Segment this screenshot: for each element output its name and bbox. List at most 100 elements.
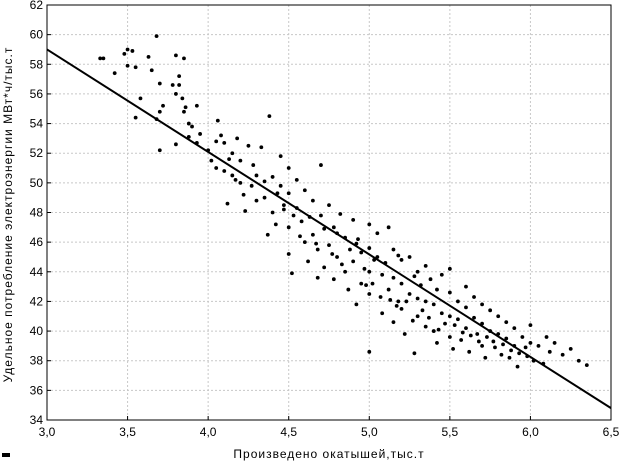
data-point xyxy=(177,83,182,87)
x-tick-label: 4,0 xyxy=(200,425,217,439)
data-point xyxy=(281,203,286,207)
data-point xyxy=(359,281,364,286)
data-point xyxy=(215,118,220,123)
grid xyxy=(47,5,611,420)
data-point xyxy=(459,338,464,342)
data-point xyxy=(319,163,323,167)
data-point xyxy=(294,177,299,182)
data-point xyxy=(452,323,457,328)
data-point xyxy=(351,259,356,264)
data-point xyxy=(157,81,162,86)
data-point xyxy=(174,92,178,96)
data-point xyxy=(122,52,127,56)
data-point xyxy=(391,275,396,280)
data-point xyxy=(509,348,513,353)
data-point xyxy=(560,352,565,357)
data-point xyxy=(439,311,444,316)
x-tick-label: 5,5 xyxy=(442,425,459,439)
data-point xyxy=(523,345,528,350)
y-tick-label: 34 xyxy=(30,413,44,427)
y-tick-label: 62 xyxy=(30,0,44,12)
data-point xyxy=(399,258,404,262)
data-point xyxy=(174,142,178,147)
data-point xyxy=(327,203,331,207)
y-axis-title: Удельное потребление электроэнергии МВт*… xyxy=(1,47,15,383)
data-point xyxy=(322,226,327,231)
data-point xyxy=(496,314,501,319)
data-point xyxy=(290,271,294,276)
data-point xyxy=(310,198,315,203)
data-point xyxy=(475,332,480,336)
data-point xyxy=(431,302,436,307)
data-point xyxy=(243,209,248,213)
data-point xyxy=(322,265,327,270)
data-point xyxy=(298,234,302,239)
data-point xyxy=(367,246,372,250)
x-tick-label: 3,0 xyxy=(39,425,56,439)
data-point xyxy=(520,335,525,339)
data-point xyxy=(447,266,452,271)
y-tick-label: 44 xyxy=(30,265,44,279)
data-point xyxy=(265,232,270,237)
data-point xyxy=(299,219,304,224)
data-point xyxy=(315,275,320,280)
y-axis-ticks: 34 36 38 40 42 44 46 48 50 52 54 56 58 60 62 xyxy=(30,0,51,427)
data-point xyxy=(227,157,231,162)
data-point xyxy=(278,183,283,188)
data-point xyxy=(194,103,199,108)
data-point xyxy=(170,83,175,87)
data-point xyxy=(576,358,581,363)
y-tick-label: 56 xyxy=(30,87,44,101)
y-tick-label: 60 xyxy=(30,28,44,42)
data-point xyxy=(98,56,103,61)
data-point xyxy=(367,349,372,354)
data-points xyxy=(98,34,589,369)
data-point xyxy=(319,213,323,218)
data-point xyxy=(552,341,557,345)
data-point xyxy=(507,355,512,360)
data-point xyxy=(330,252,335,256)
y-tick-label: 52 xyxy=(30,146,44,160)
data-point xyxy=(133,65,138,70)
data-point xyxy=(273,222,278,227)
data-point xyxy=(359,250,364,255)
data-point xyxy=(133,115,138,120)
data-point xyxy=(315,247,320,252)
data-point xyxy=(356,237,360,242)
data-point xyxy=(386,225,391,230)
x-tick-label: 6,0 xyxy=(522,425,539,439)
data-point xyxy=(125,63,130,68)
data-point xyxy=(512,326,517,331)
data-point xyxy=(472,295,476,299)
data-point xyxy=(412,351,417,356)
data-point xyxy=(460,330,465,335)
data-point xyxy=(348,247,352,252)
data-point xyxy=(270,210,275,215)
data-point xyxy=(262,195,267,200)
data-point xyxy=(568,346,573,351)
data-point xyxy=(146,54,151,59)
data-point xyxy=(528,323,533,328)
data-point xyxy=(415,314,420,319)
data-point xyxy=(125,47,130,52)
data-point xyxy=(386,287,391,292)
data-point xyxy=(339,262,344,267)
data-point xyxy=(472,315,476,320)
data-point xyxy=(177,74,182,79)
data-point xyxy=(367,292,372,296)
data-point xyxy=(214,166,219,170)
data-point xyxy=(278,154,283,159)
data-point xyxy=(190,124,194,129)
y-tick-label: 50 xyxy=(30,176,44,190)
data-point xyxy=(435,287,439,292)
data-point xyxy=(517,351,522,356)
data-point xyxy=(491,339,496,344)
data-point xyxy=(233,177,238,182)
data-point xyxy=(306,259,310,264)
data-point xyxy=(138,96,143,101)
data-point xyxy=(402,332,407,336)
data-point xyxy=(346,287,351,292)
data-point xyxy=(584,363,589,368)
data-point xyxy=(456,299,460,304)
data-point xyxy=(431,329,436,333)
